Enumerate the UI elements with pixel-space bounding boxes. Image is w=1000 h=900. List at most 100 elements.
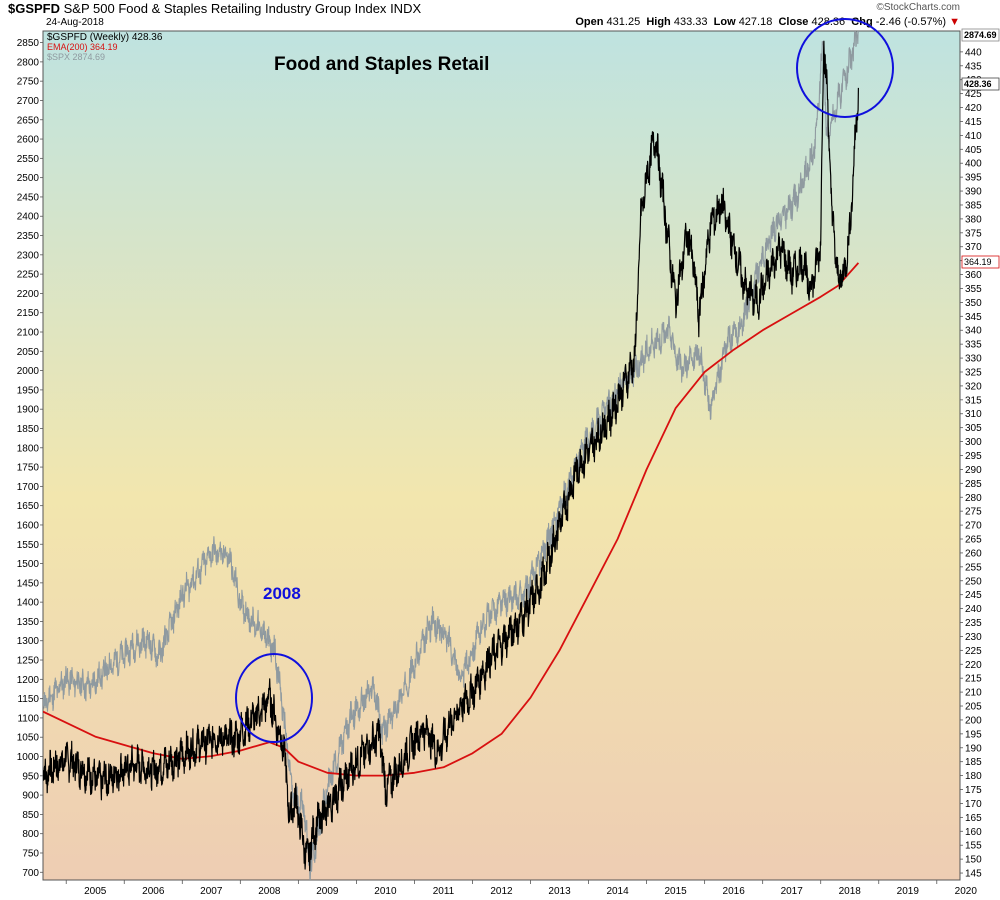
left-tick-label: 1600 (17, 520, 40, 531)
right-tick-label: 340 (965, 326, 982, 337)
right-tick-label: 280 (965, 493, 982, 504)
left-tick-label: 1450 (17, 578, 40, 589)
left-tick-label: 2400 (17, 212, 40, 223)
left-tick-label: 1000 (17, 752, 40, 763)
right-tick-label: 225 (965, 646, 982, 657)
left-tick-label: 2550 (17, 154, 40, 165)
right-tick-label: 395 (965, 173, 982, 184)
label-2008: 2008 (263, 584, 301, 603)
right-tick-label: 275 (965, 507, 982, 518)
right-tick-label: 315 (965, 395, 982, 406)
x-tick-label: 2014 (606, 886, 629, 897)
right-tick-label: 335 (965, 340, 982, 351)
right-tick-label: 160 (965, 827, 982, 838)
right-tick-label: 265 (965, 535, 982, 546)
right-tick-label: 245 (965, 590, 982, 601)
right-tick-label: 325 (965, 367, 982, 378)
series-layer (43, 31, 860, 880)
left-tick-label: 1650 (17, 501, 40, 512)
x-tick-label: 2006 (142, 886, 165, 897)
left-tick-label: 1400 (17, 598, 40, 609)
right-tick-label: 290 (965, 465, 982, 476)
x-tick-label: 2016 (723, 886, 746, 897)
symbol: $GSPFD (8, 1, 61, 16)
header-title-line: $GSPFD S&P 500 Food & Staples Retailing … (8, 1, 421, 16)
x-tick-label: 2005 (84, 886, 107, 897)
right-tick-label: 175 (965, 785, 982, 796)
right-tick-label: 380 (965, 214, 982, 225)
legend-main: $GSPFD (Weekly) 428.36 (47, 32, 163, 43)
right-tick-label: 355 (965, 284, 982, 295)
x-tick-label: 2008 (258, 886, 281, 897)
left-tick-label: 1550 (17, 540, 40, 551)
right-tick-label: 205 (965, 702, 982, 713)
circle-2018 (796, 18, 894, 118)
right-tick-label: 305 (965, 423, 982, 434)
left-tick-label: 950 (22, 771, 39, 782)
exchange: INDX (390, 1, 422, 16)
left-tick-label: 1050 (17, 733, 40, 744)
left-tick-label: 2700 (17, 96, 40, 107)
chart-title: Food and Staples Retail (274, 54, 489, 75)
right-tick-label: 345 (965, 312, 982, 323)
right-tick-label: 255 (965, 562, 982, 573)
right-tick-label: 420 (965, 103, 982, 114)
price-tag-ema-text: 364.19 (964, 257, 992, 267)
right-tick-label: 200 (965, 715, 982, 726)
right-tick-label: 190 (965, 743, 982, 754)
right-tick-label: 235 (965, 618, 982, 629)
x-tick-label: 2011 (433, 886, 455, 897)
left-tick-label: 1850 (17, 424, 40, 435)
index-name: S&P 500 Food & Staples Retailing Industr… (63, 1, 387, 16)
right-tick-label: 270 (965, 521, 982, 532)
left-tick-label: 2300 (17, 250, 40, 261)
left-tick-label: 2000 (17, 366, 40, 377)
circle-2008 (235, 653, 313, 743)
left-tick-label: 1350 (17, 617, 40, 628)
open-label: Open (575, 16, 604, 28)
right-tick-label: 155 (965, 841, 982, 852)
left-axis: 700 750 800 850 900 950 1000 1050 1100 1150 1200 12… (17, 38, 43, 879)
left-tick-label: 1800 (17, 443, 40, 454)
right-tick-label: 295 (965, 451, 982, 462)
left-tick-label: 2600 (17, 135, 40, 146)
left-tick-label: 1700 (17, 482, 40, 493)
right-tick-label: 260 (965, 548, 982, 559)
x-tick-label: 2012 (490, 886, 513, 897)
series-gspfd-line (43, 40, 859, 872)
x-tick-label: 2007 (200, 886, 223, 897)
chg-arrow-icon: ▼ (949, 16, 960, 28)
legend: $GSPFD (Weekly) 428.36 EMA(200) 364.19 $… (47, 32, 163, 62)
left-tick-label: 2100 (17, 328, 40, 339)
x-tick-label: 2010 (374, 886, 397, 897)
legend-spx: $SPX 2874.69 (47, 52, 105, 62)
left-tick-label: 2350 (17, 231, 40, 242)
x-tick-label: 2013 (548, 886, 571, 897)
left-tick-label: 700 (22, 868, 39, 879)
chg-value: -2.46 (-0.57%) (875, 16, 947, 28)
legend-ema: EMA(200) 364.19 (47, 42, 118, 52)
right-tick-label: 220 (965, 660, 982, 671)
right-tick-label: 400 (965, 159, 982, 170)
series-spx-line (43, 31, 859, 880)
right-tick-label: 170 (965, 799, 982, 810)
right-tick-label: 375 (965, 228, 982, 239)
left-tick-label: 900 (22, 791, 39, 802)
left-tick-label: 1200 (17, 675, 40, 686)
x-tick-label: 2020 (955, 886, 978, 897)
right-tick-label: 195 (965, 729, 982, 740)
low-label: Low (713, 16, 736, 28)
left-tick-label: 2650 (17, 115, 40, 126)
right-axis: 145 150 155 160 165 170 175 180 185 190 195 200 205 2… (960, 47, 982, 880)
right-tick-label: 385 (965, 200, 982, 211)
price-tag-ema: 364.19 (961, 255, 1000, 269)
x-axis: 2005 2006 2007 2008 2009 2010 2011 2012 2013 2014… (65, 880, 978, 897)
x-tick-label: 2009 (316, 886, 339, 897)
left-tick-label: 750 (22, 848, 39, 859)
right-tick-label: 285 (965, 479, 982, 490)
right-tick-label: 150 (965, 855, 982, 866)
left-tick-label: 2800 (17, 57, 40, 68)
right-tick-label: 310 (965, 409, 982, 420)
left-tick-label: 2500 (17, 173, 40, 184)
right-tick-label: 230 (965, 632, 982, 643)
